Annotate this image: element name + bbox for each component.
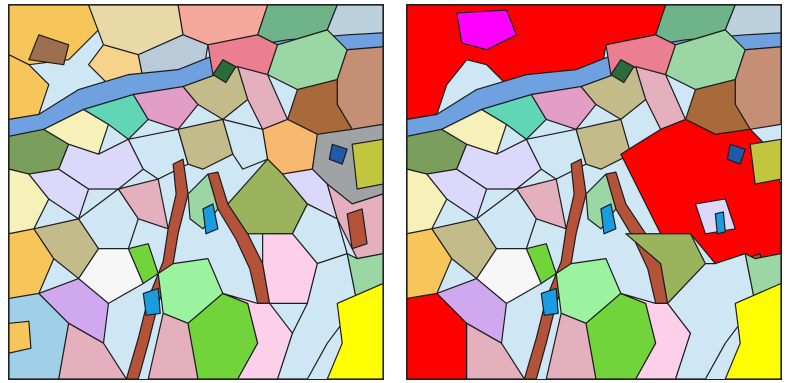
- magenta-region: [456, 9, 518, 51]
- original-geologic-map-panel: [8, 4, 384, 380]
- original-geologic-map: [9, 5, 383, 379]
- segmented-geologic-map-panel: [406, 4, 782, 380]
- segmented-geologic-map: [407, 5, 781, 379]
